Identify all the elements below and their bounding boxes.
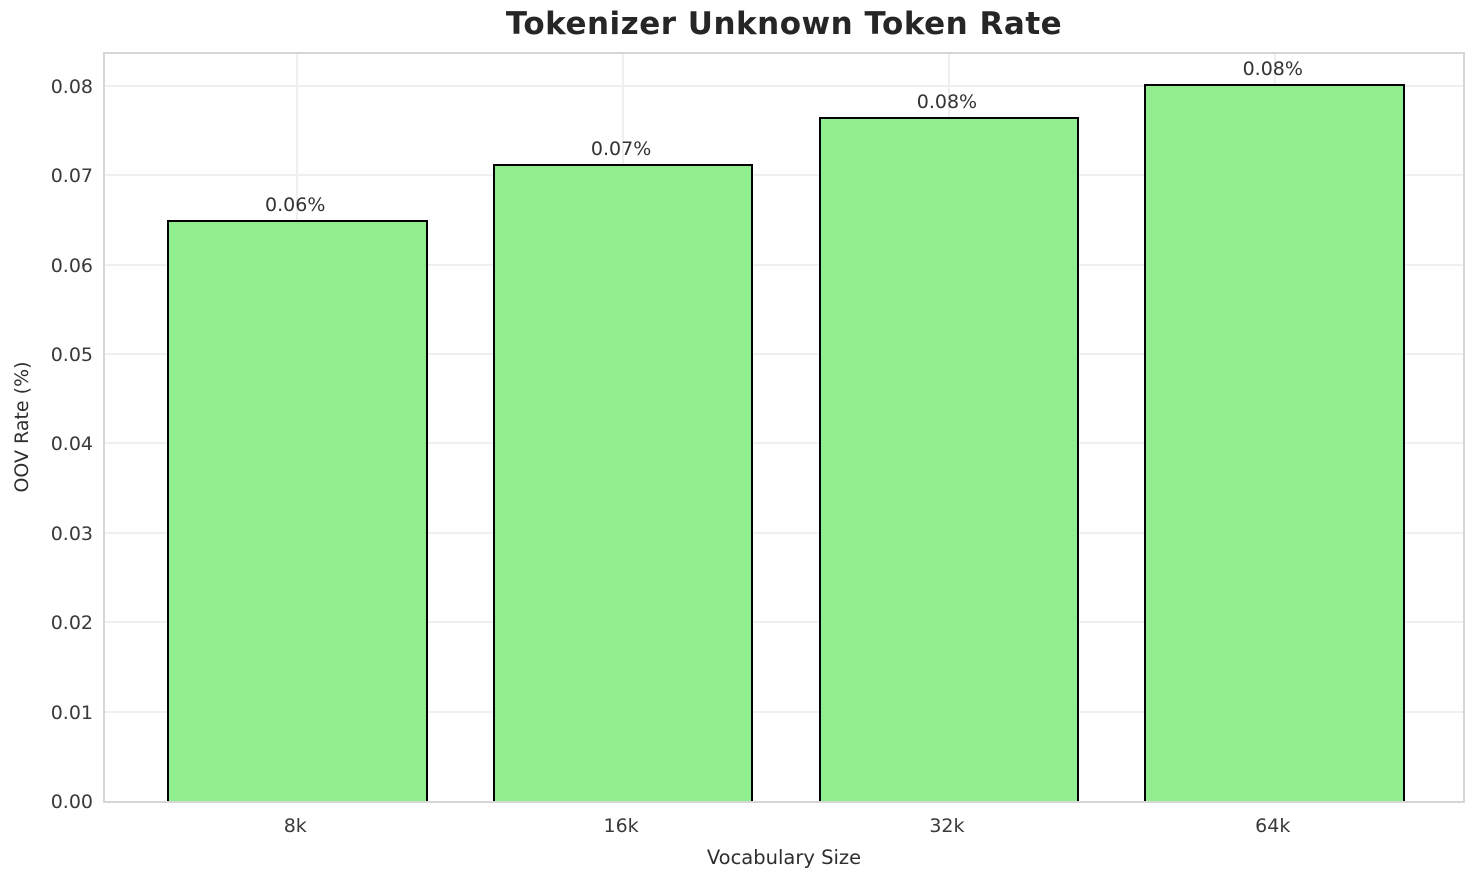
- bar-value-label: 0.08%: [1242, 57, 1303, 80]
- x-tick-label: 32k: [929, 815, 965, 837]
- y-gridline: [105, 531, 1463, 534]
- bar: [1144, 83, 1406, 801]
- x-tick-label: 16k: [603, 815, 639, 837]
- y-tick-label: 0.08: [50, 75, 93, 98]
- y-gridline: [105, 84, 1463, 87]
- y-gridline: [105, 174, 1463, 177]
- bar: [492, 164, 754, 801]
- x-tick-label: 64k: [1255, 815, 1291, 837]
- y-tick-label: 0.02: [50, 612, 93, 635]
- y-tick-label: 0.03: [50, 522, 93, 545]
- chart-title: Tokenizer Unknown Token Rate: [505, 6, 1063, 42]
- y-gridline: [105, 621, 1463, 624]
- y-axis-label: OOV Rate (%): [11, 361, 33, 493]
- bar: [166, 219, 428, 801]
- y-tick-label: 0.06: [50, 254, 93, 277]
- y-gridline: [105, 710, 1463, 713]
- y-tick-label: 0.01: [50, 701, 93, 724]
- plot-area: [103, 52, 1465, 803]
- bar: [818, 117, 1080, 801]
- bar-value-label: 0.06%: [265, 193, 326, 216]
- y-gridline: [105, 352, 1463, 355]
- bar-value-label: 0.07%: [590, 138, 652, 161]
- y-gridline: [105, 263, 1463, 266]
- x-tick-label: 8k: [283, 815, 307, 837]
- x-axis-label: Vocabulary Size: [706, 846, 862, 869]
- bar-value-label: 0.08%: [916, 91, 978, 114]
- y-tick-label: 0.07: [50, 165, 93, 188]
- y-tick-label: 0.05: [50, 343, 93, 366]
- y-gridline: [105, 442, 1463, 445]
- y-tick-label: 0.04: [50, 433, 93, 456]
- y-tick-label: 0.00: [50, 791, 93, 813]
